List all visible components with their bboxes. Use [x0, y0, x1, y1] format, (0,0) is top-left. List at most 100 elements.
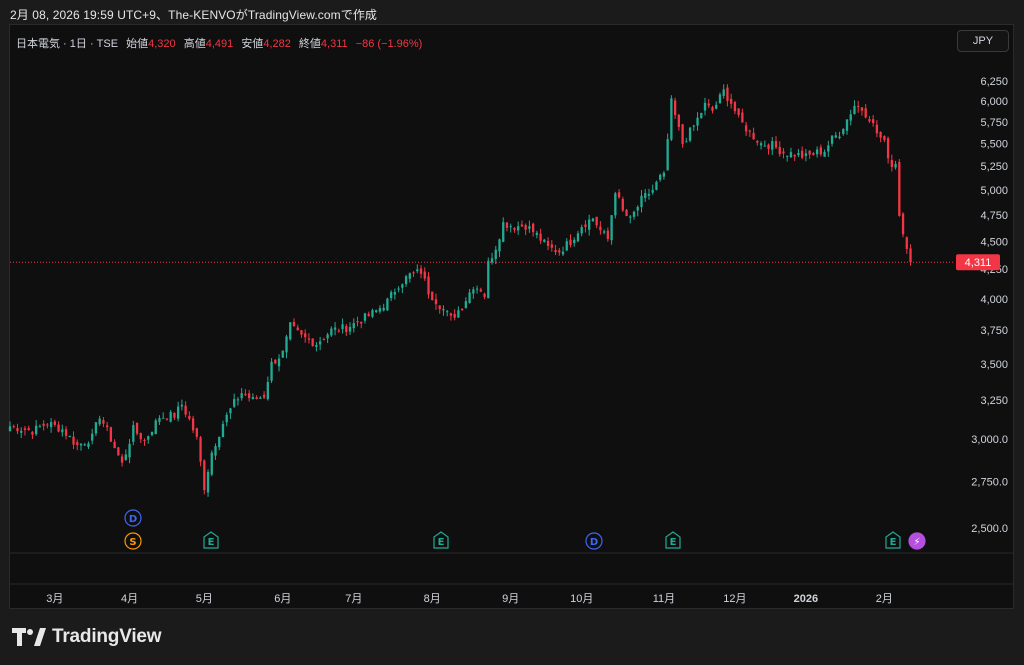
candle-body[interactable]	[771, 141, 774, 150]
candle-body[interactable]	[176, 406, 180, 419]
candle-body[interactable]	[233, 399, 236, 407]
candle-body[interactable]	[438, 305, 441, 310]
candle-body[interactable]	[666, 139, 669, 171]
candle-body[interactable]	[262, 394, 266, 398]
candle-body[interactable]	[804, 153, 808, 156]
candle-body[interactable]	[94, 422, 98, 434]
candle-body[interactable]	[304, 333, 307, 338]
candle-body[interactable]	[744, 125, 748, 132]
candle-body[interactable]	[894, 163, 897, 168]
candle-body[interactable]	[423, 271, 426, 279]
candle-body[interactable]	[79, 443, 83, 446]
candle-body[interactable]	[416, 269, 419, 272]
candle-body[interactable]	[266, 382, 269, 400]
tradingview-logo[interactable]: TradingView	[12, 626, 162, 648]
candle-body[interactable]	[864, 108, 867, 118]
candle-body[interactable]	[139, 432, 142, 440]
candle-body[interactable]	[169, 411, 172, 422]
candle-body[interactable]	[449, 313, 453, 316]
candle-body[interactable]	[543, 239, 546, 242]
candle-body[interactable]	[759, 143, 763, 146]
candle-body[interactable]	[879, 131, 882, 138]
candle-body[interactable]	[27, 428, 30, 431]
candle-body[interactable]	[173, 412, 176, 418]
candle-body[interactable]	[868, 119, 871, 122]
candle-body[interactable]	[819, 147, 823, 155]
candle-body[interactable]	[76, 442, 79, 446]
candle-body[interactable]	[722, 89, 725, 96]
candle-body[interactable]	[49, 422, 53, 428]
candle-body[interactable]	[588, 219, 591, 230]
candle-body[interactable]	[595, 216, 598, 226]
candle-body[interactable]	[102, 420, 105, 424]
earnings-marker[interactable]	[433, 531, 449, 549]
candle-body[interactable]	[591, 218, 595, 222]
currency-button[interactable]: JPY	[957, 30, 1009, 52]
candle-body[interactable]	[247, 393, 251, 399]
candle-body[interactable]	[419, 268, 423, 274]
candle-body[interactable]	[240, 393, 243, 399]
candle-body[interactable]	[270, 361, 273, 381]
candle-body[interactable]	[640, 195, 643, 208]
candle-body[interactable]	[322, 339, 326, 341]
candle-body[interactable]	[700, 113, 703, 119]
candle-body[interactable]	[774, 140, 778, 148]
candle-body[interactable]	[726, 87, 729, 101]
candle-body[interactable]	[408, 273, 411, 279]
candle-body[interactable]	[397, 288, 400, 290]
candle-body[interactable]	[793, 155, 796, 157]
candle-body[interactable]	[651, 189, 654, 193]
candle-body[interactable]	[730, 98, 733, 104]
candle-body[interactable]	[797, 153, 800, 156]
candle-body[interactable]	[165, 418, 169, 420]
candle-body[interactable]	[472, 289, 475, 294]
candle-body[interactable]	[427, 276, 430, 295]
candle-body[interactable]	[229, 408, 232, 414]
symbol-name[interactable]: 日本電気 · 1日 · TSE	[16, 38, 119, 50]
candle-body[interactable]	[576, 233, 580, 242]
candle-body[interactable]	[849, 114, 852, 121]
candle-body[interactable]	[834, 135, 837, 138]
candle-body[interactable]	[191, 418, 195, 431]
candle-body[interactable]	[135, 422, 139, 434]
candle-body[interactable]	[468, 292, 471, 303]
candle-body[interactable]	[517, 226, 520, 231]
candle-body[interactable]	[644, 193, 647, 198]
candle-body[interactable]	[91, 433, 94, 441]
candle-body[interactable]	[558, 250, 561, 253]
candle-body[interactable]	[292, 321, 296, 327]
candle-body[interactable]	[782, 151, 785, 154]
candle-body[interactable]	[274, 359, 277, 364]
candle-body[interactable]	[393, 292, 397, 295]
candle-body[interactable]	[375, 310, 378, 313]
candle-body[interactable]	[502, 222, 505, 242]
candle-body[interactable]	[539, 233, 542, 241]
candle-body[interactable]	[505, 222, 509, 228]
candle-body[interactable]	[733, 102, 737, 112]
candle-body[interactable]	[333, 327, 337, 330]
candle-body[interactable]	[748, 130, 752, 132]
candle-body[interactable]	[692, 125, 695, 127]
candle-body[interactable]	[546, 240, 550, 246]
candle-body[interactable]	[221, 423, 225, 438]
candle-body[interactable]	[655, 181, 658, 190]
candle-body[interactable]	[453, 313, 456, 318]
candle-body[interactable]	[184, 405, 187, 415]
candle-body[interactable]	[565, 241, 568, 251]
candle-body[interactable]	[602, 231, 606, 233]
candle-body[interactable]	[475, 288, 479, 290]
candle-body[interactable]	[838, 136, 841, 138]
candle-body[interactable]	[117, 447, 120, 456]
candle-body[interactable]	[909, 248, 912, 263]
candle-body[interactable]	[632, 211, 636, 217]
candle-body[interactable]	[401, 284, 404, 288]
candle-body[interactable]	[404, 276, 408, 285]
candle-body[interactable]	[412, 272, 415, 274]
candle-body[interactable]	[763, 145, 766, 147]
candle-body[interactable]	[614, 193, 617, 216]
candle-body[interactable]	[617, 192, 621, 198]
candle-body[interactable]	[61, 429, 64, 433]
flash-marker[interactable]	[908, 532, 926, 550]
candle-body[interactable]	[53, 421, 56, 425]
